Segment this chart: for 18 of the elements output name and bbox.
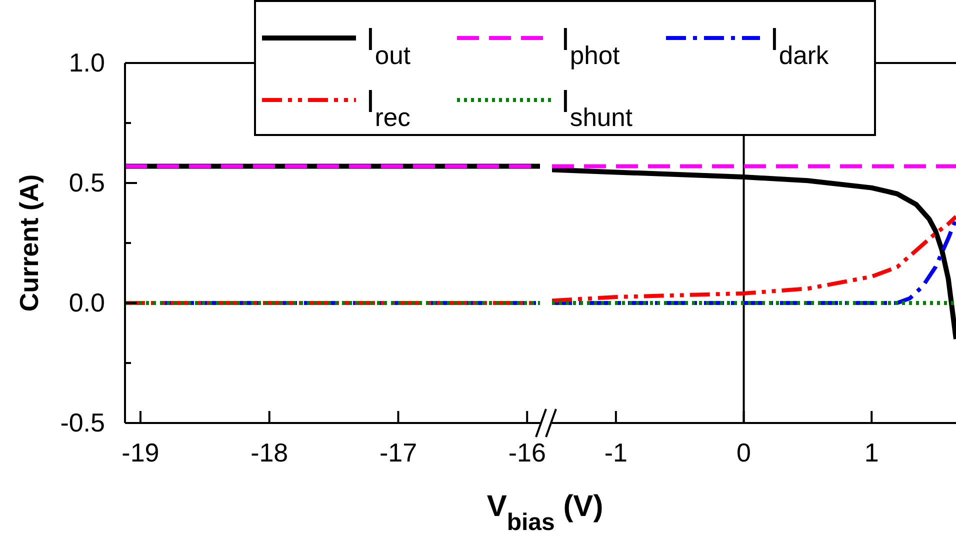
y-tick-label: 0.0 xyxy=(68,287,105,318)
legend-label: I$_{shunt}$ xyxy=(561,83,633,132)
y-tick-label: 0.5 xyxy=(68,167,105,198)
x-tick-label: 0 xyxy=(736,437,752,468)
x-tick-label: -16 xyxy=(508,437,546,468)
x-tick-label: -17 xyxy=(379,437,418,468)
legend-label: I$_{out}$ xyxy=(366,21,410,70)
y-axis-title: Current (A) xyxy=(14,174,44,312)
x-tick-label: -18 xyxy=(250,437,288,468)
x-axis-title: V$_{bias}$ (V) xyxy=(486,490,604,536)
legend-label: I$_{phot}$ xyxy=(561,21,620,70)
x-tick-label: 1 xyxy=(864,437,879,468)
x-tick-label: -1 xyxy=(604,437,628,468)
legend-label: I$_{dark}$ xyxy=(770,21,829,70)
y-tick-label: 1.0 xyxy=(68,47,105,78)
legend-label: I$_{rec}$ xyxy=(366,83,411,132)
y-tick-label: -0.5 xyxy=(60,407,105,438)
x-tick-label: -19 xyxy=(122,437,160,468)
